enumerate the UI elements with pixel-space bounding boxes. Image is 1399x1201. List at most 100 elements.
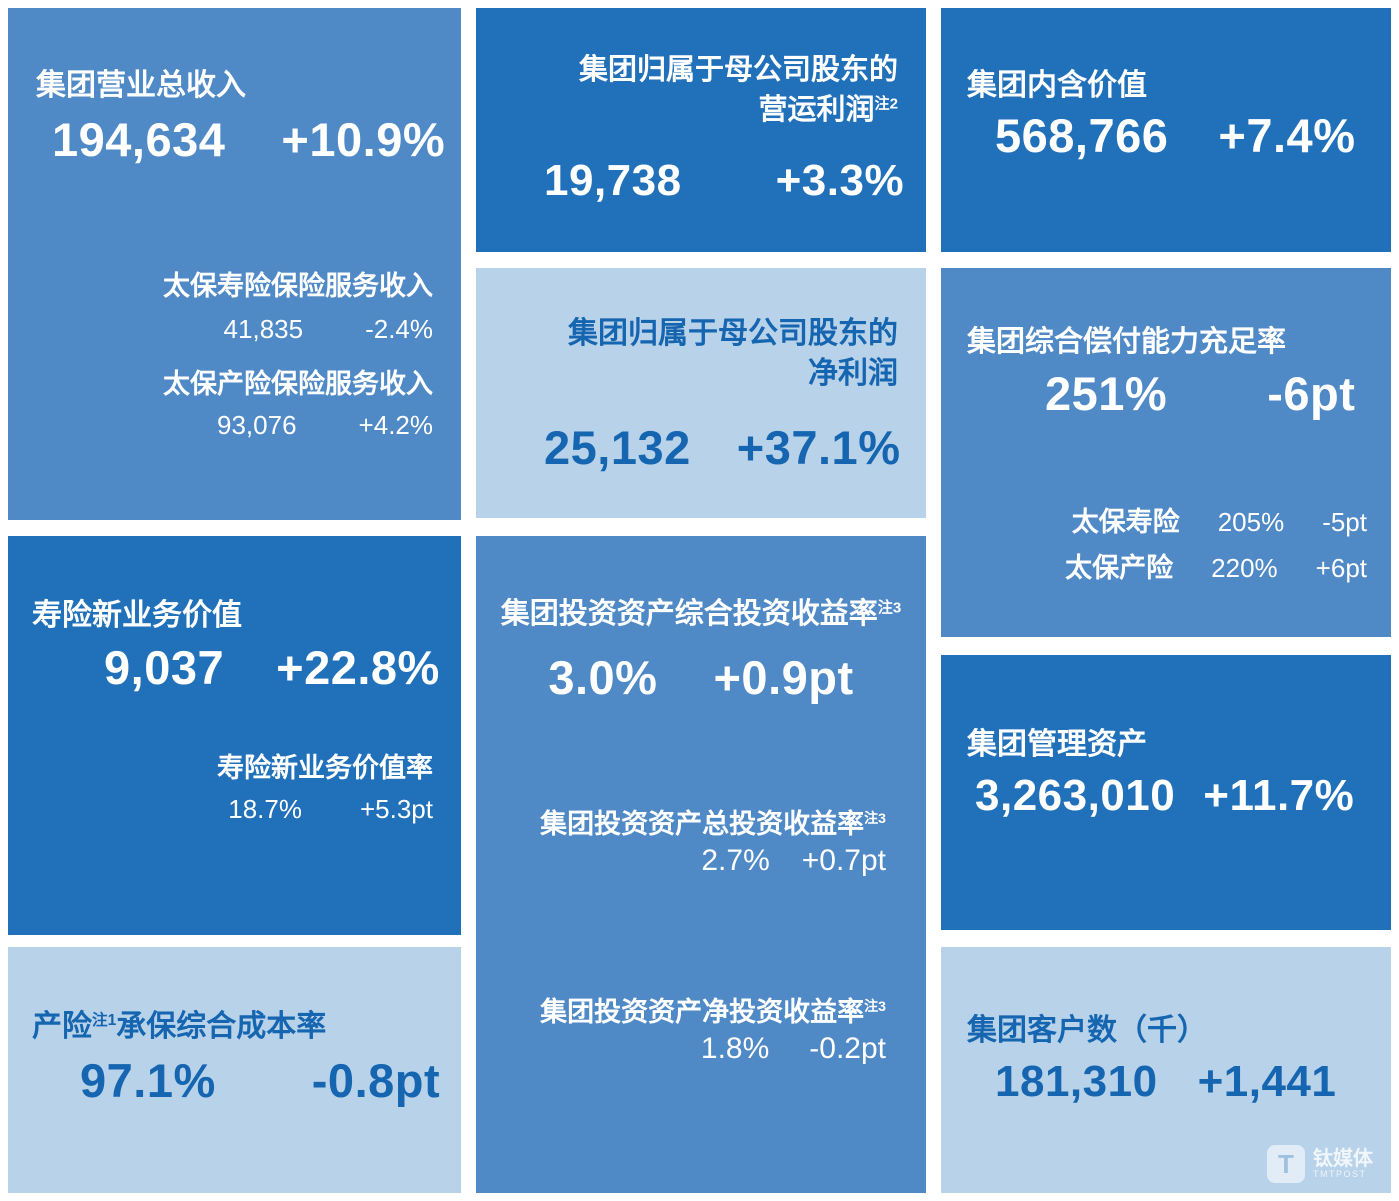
- tile-title-line: 营运利润注2: [579, 90, 898, 130]
- metric-value: 3.0%: [548, 651, 658, 704]
- sub-metric-change: -0.2pt: [809, 1032, 886, 1065]
- tmtpost-watermark-text: 钛媒体 TMTPOST: [1313, 1148, 1373, 1180]
- sub-metric-row: 太保产险 220% +6pt: [1065, 546, 1367, 585]
- sub-metric-label: 寿险新业务价值率: [217, 753, 433, 783]
- footnote-marker: 注1: [92, 1012, 117, 1029]
- sub-metric-row: 2.7% +0.7pt: [701, 844, 886, 878]
- tile-title: 集团客户数（千）: [967, 1014, 1207, 1047]
- metric-row: 3.0% +0.9pt: [476, 650, 926, 705]
- sub-metric-value: 18.7%: [228, 794, 302, 824]
- metric-change: +11.7%: [1203, 771, 1355, 820]
- tile-title-line: 集团归属于母公司股东的: [579, 50, 898, 90]
- metric-change: +3.3%: [775, 156, 905, 205]
- metric-row: 3,263,010 +11.7%: [975, 771, 1354, 821]
- tile-title-line: 集团归属于母公司股东的: [568, 317, 898, 350]
- tile-title: 集团内含价值: [967, 69, 1147, 102]
- tile-title-text: 产险: [32, 1010, 92, 1043]
- metric-row: 251% -6pt: [1045, 366, 1355, 421]
- sub-metric-change: +0.7pt: [801, 844, 886, 877]
- metric-row: 25,132 +37.1%: [544, 420, 900, 475]
- tile-title: 寿险新业务价值: [32, 599, 242, 632]
- sub-metric-value: 1.8%: [700, 1032, 770, 1065]
- metric-change: -6pt: [1267, 367, 1356, 420]
- sub-metric-label-text: 集团投资资产总投资收益率: [540, 809, 865, 839]
- tile-title: 产险注1承保综合成本率: [32, 1001, 326, 1045]
- metric-change: +0.9pt: [713, 651, 854, 704]
- tile-title: 集团归属于母公司股东的 营运利润注2: [579, 50, 898, 130]
- tmtpost-watermark: T 钛媒体 TMTPOST: [1267, 1145, 1373, 1183]
- metric-change: +10.9%: [281, 113, 446, 166]
- sub-metric-row: 41,835 -2.4%: [224, 314, 433, 345]
- tile-operating-profit: 集团归属于母公司股东的 营运利润注2 19,738 +3.3%: [476, 8, 926, 252]
- sub-metric-value: 205%: [1217, 507, 1285, 537]
- sub-metric-change: -2.4%: [365, 314, 433, 344]
- tile-solvency-ratio: 集团综合偿付能力充足率 251% -6pt 太保寿险 205% -5pt 太保产…: [941, 268, 1391, 637]
- footnote-marker: 注2: [874, 95, 898, 113]
- metric-row: 9,037 +22.8%: [104, 640, 440, 695]
- sub-metric-label: 太保寿险: [1071, 507, 1180, 537]
- tile-aum: 集团管理资产 3,263,010 +11.7%: [941, 655, 1391, 930]
- tile-embedded-value: 集团内含价值 568,766 +7.4%: [941, 8, 1391, 252]
- metric-change: +7.4%: [1218, 109, 1356, 162]
- metric-value: 97.1%: [80, 1054, 216, 1107]
- tile-title: 集团投资资产综合投资收益率注3: [476, 590, 926, 632]
- tile-investment-yield: 集团投资资产综合投资收益率注3 3.0% +0.9pt 集团投资资产总投资收益率…: [476, 536, 926, 1193]
- tile-title-text: 集团投资资产综合投资收益率: [500, 598, 878, 630]
- tile-group-total-revenue: 集团营业总收入 194,634 +10.9% 太保寿险保险服务收入 41,835…: [8, 8, 461, 520]
- tile-customers: 集团客户数（千） 181,310 +1,441 T 钛媒体 TMTPOST: [941, 947, 1391, 1193]
- footnote-marker: 注3: [877, 599, 902, 617]
- tile-life-nbv: 寿险新业务价值 9,037 +22.8% 寿险新业务价值率 18.7% +5.3…: [8, 536, 461, 935]
- metric-value: 19,738: [544, 156, 682, 205]
- tile-title: 集团归属于母公司股东的 净利润: [568, 314, 898, 394]
- metric-change: +37.1%: [736, 421, 901, 474]
- sub-metric-label: 集团投资资产总投资收益率注3: [540, 802, 886, 841]
- metric-value: 25,132: [544, 421, 691, 474]
- sub-metric-change: +6pt: [1315, 553, 1367, 583]
- tile-title-text: 集团归属于母公司股东的: [578, 54, 898, 86]
- tile-title: 集团管理资产: [967, 728, 1147, 761]
- metric-row: 19,738 +3.3%: [544, 156, 904, 206]
- sub-metric-label: 太保寿险保险服务收入: [163, 271, 433, 301]
- sub-metric-value: 93,076: [217, 410, 297, 440]
- tile-title-text: 承保综合成本率: [116, 1010, 327, 1043]
- metric-value: 9,037: [104, 641, 225, 694]
- tile-title: 集团综合偿付能力充足率: [967, 326, 1287, 358]
- tile-net-profit: 集团归属于母公司股东的 净利润 25,132 +37.1%: [476, 268, 926, 518]
- sub-metric-label: 太保产险: [1065, 553, 1174, 583]
- tmtpost-watermark-name: 钛媒体: [1313, 1148, 1373, 1171]
- metric-value: 3,263,010: [975, 771, 1176, 820]
- sub-metric-label: 集团投资资产净投资收益率注3: [540, 990, 886, 1029]
- metric-row: 97.1% -0.8pt: [80, 1053, 440, 1108]
- sub-metric-change: -5pt: [1322, 507, 1367, 537]
- metric-row: 194,634 +10.9%: [52, 112, 445, 167]
- sub-metric-value: 2.7%: [701, 844, 770, 877]
- sub-metric-value: 41,835: [223, 314, 304, 344]
- tmtpost-watermark-sub: TMTPOST: [1313, 1169, 1367, 1180]
- sub-metric-row: 1.8% -0.2pt: [701, 1032, 886, 1066]
- tile-title-line: 净利润: [808, 357, 898, 390]
- tmtpost-logo-letter: T: [1278, 1148, 1294, 1179]
- metric-change: -0.8pt: [311, 1054, 441, 1107]
- metric-change: +1,441: [1197, 1057, 1337, 1106]
- footnote-marker: 注3: [864, 810, 886, 826]
- sub-metric-change: +4.2%: [358, 410, 433, 440]
- metric-row: 181,310 +1,441: [995, 1057, 1336, 1107]
- tile-pc-combined-ratio: 产险注1承保综合成本率 97.1% -0.8pt: [8, 947, 461, 1193]
- tmtpost-logo-icon: T: [1267, 1145, 1305, 1183]
- sub-metric-label: 太保产险保险服务收入: [163, 369, 433, 399]
- metric-value: 251%: [1045, 367, 1168, 420]
- tile-title-text: 营运利润: [758, 94, 875, 126]
- metric-row: 568,766 +7.4%: [995, 108, 1355, 163]
- sub-metric-label-text: 集团投资资产净投资收益率: [540, 997, 865, 1027]
- sub-metric-change: +5.3pt: [359, 794, 433, 824]
- sub-metric-row: 18.7% +5.3pt: [228, 794, 433, 825]
- tile-title: 集团营业总收入: [36, 69, 246, 102]
- metric-change: +22.8%: [276, 641, 440, 694]
- sub-metric-value: 220%: [1211, 553, 1278, 583]
- metric-value: 181,310: [995, 1057, 1158, 1106]
- sub-metric-row: 93,076 +4.2%: [217, 410, 433, 441]
- sub-metric-row: 太保寿险 205% -5pt: [1072, 500, 1367, 539]
- metric-value: 194,634: [52, 113, 226, 166]
- metric-value: 568,766: [995, 109, 1169, 162]
